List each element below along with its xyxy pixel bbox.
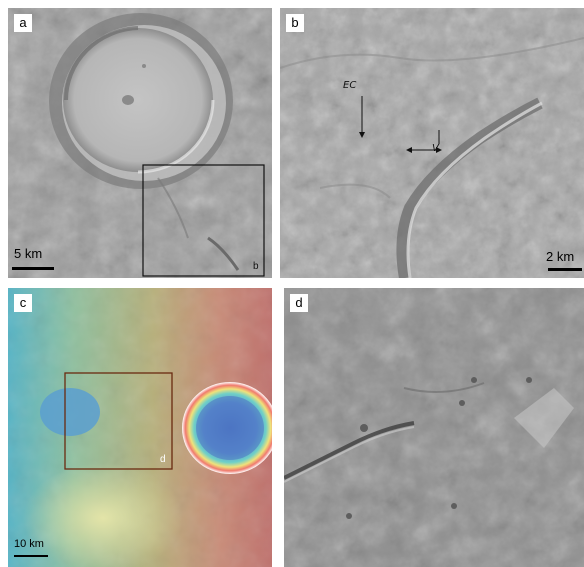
panel-d-image (284, 288, 584, 567)
panel-a-inset-label: b (253, 261, 259, 272)
panel-d: d (284, 288, 584, 567)
panel-a-scale-bar (12, 267, 54, 270)
panel-b-annotation-v: V (432, 143, 439, 154)
panel-c-inset-label: d (160, 454, 166, 465)
panel-b-image (280, 8, 584, 278)
panel-c-letter: c (14, 294, 32, 312)
panel-c-image (8, 288, 272, 567)
panel-a-letter: a (14, 14, 32, 32)
panel-c-scale-text: 10 km (14, 538, 44, 550)
panel-d-letter: d (290, 294, 308, 312)
panel-b-scale-bar (548, 268, 582, 271)
panel-b-annotation-ec: EC (343, 80, 357, 91)
panel-a-scale-text: 5 km (14, 246, 43, 261)
panel-b: b EC V 2 km (280, 8, 584, 278)
panel-b-scale-text: 2 km (546, 249, 575, 264)
panel-b-letter: b (286, 14, 304, 32)
panel-a: a b 5 km (8, 8, 272, 278)
panel-c-scale-bar (14, 555, 48, 557)
panel-a-image (8, 8, 272, 278)
panel-c: c d 10 km (8, 288, 272, 567)
